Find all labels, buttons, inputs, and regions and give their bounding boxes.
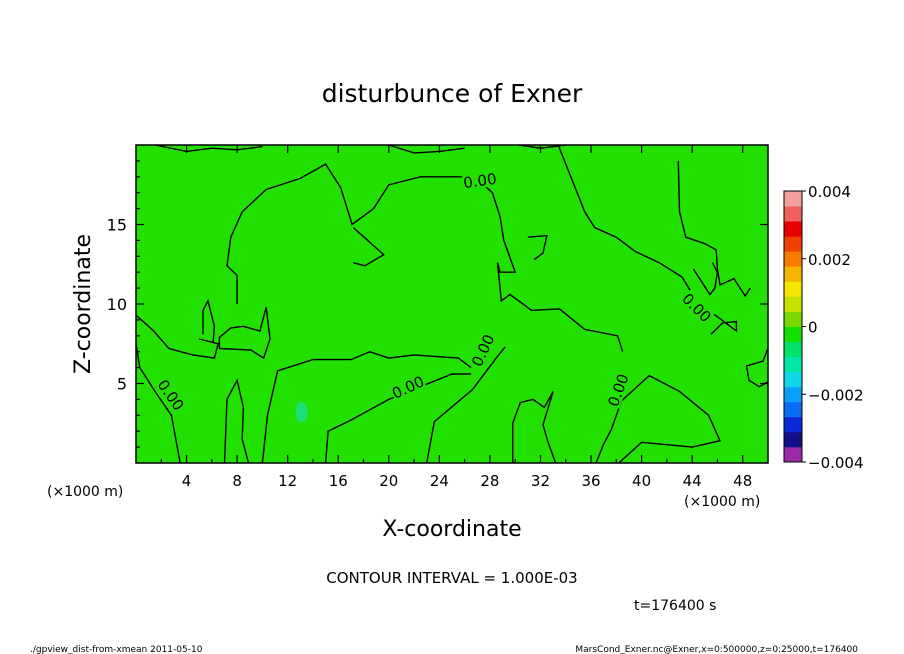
colorbar-swatch [784, 251, 802, 267]
contour-label-bg [603, 370, 631, 409]
y-tick-label: 5 [117, 375, 127, 394]
colorbar-swatch [784, 296, 802, 312]
x-tick-label: 28 [480, 472, 499, 490]
contour-label-bg [679, 288, 716, 325]
tick-layer [136, 145, 768, 463]
colorbar-swatch [784, 371, 802, 388]
contour-label: 0.00 [462, 170, 498, 192]
contour-line [154, 144, 263, 153]
contour-line [677, 160, 751, 298]
colorbar-tick-label: 0.002 [808, 251, 851, 269]
contour-label-bg [388, 371, 427, 402]
footer-left: ./gpview_dist-from-xmean 2011-05-10 [30, 645, 203, 654]
contour-line [135, 343, 181, 464]
shade-layer [295, 402, 308, 423]
y-tick-label: 10 [107, 295, 127, 314]
colorbar-swatch [784, 416, 802, 433]
x-tick-label: 48 [733, 472, 752, 490]
x-axis-label: X-coordinate [382, 517, 521, 542]
contour-line [512, 391, 557, 464]
x-tick-label: 4 [182, 472, 192, 490]
contour-layer [135, 144, 769, 464]
colorbar-swatch [784, 221, 802, 237]
colorbar-swatch [784, 341, 802, 358]
colorbar-swatch [784, 191, 802, 207]
colorbar-tick-label: 0 [808, 319, 818, 337]
plot-background [136, 145, 768, 463]
colorbar-tick-label: −0.002 [808, 386, 864, 404]
contour-label-bg [155, 375, 189, 414]
colorbar-swatch [784, 446, 802, 463]
x-tick-label: 40 [632, 472, 651, 490]
colorbar-swatch [784, 431, 802, 448]
contour-line [527, 234, 548, 261]
time-label: t=176400 s [634, 598, 716, 614]
colorbar: 0.004 0.002 0 −0.002 −0.004 [783, 183, 864, 472]
contour-label-layer: 0.000.00 0.000.000.000.00 [154, 168, 716, 414]
colorbar-swatch [784, 401, 802, 418]
x-tick-label: 12 [278, 472, 297, 490]
x-tick-label: 20 [379, 472, 398, 490]
x-tick-label: 32 [531, 472, 550, 490]
x-tick-label: 44 [683, 472, 702, 490]
contour-line [261, 350, 472, 464]
contour-label-bg [461, 168, 498, 191]
colorbar-swatch [784, 206, 802, 222]
x-tick-label: 16 [329, 472, 348, 490]
contour-line [135, 314, 220, 359]
contour-line [745, 348, 769, 388]
contour-line [557, 144, 738, 335]
contour-line [324, 373, 471, 464]
colorbar-swatch [784, 236, 802, 252]
plot-area: 0.000.00 0.000.000.000.00 [135, 144, 769, 464]
contour-label-bg [466, 330, 497, 369]
contour-interval-text: CONTOUR INTERVAL = 1.000E-03 [326, 569, 577, 587]
x-unit-label: (×1000 m) [684, 494, 760, 510]
colorbar-swatch [784, 266, 802, 282]
colorbar-swatch [784, 386, 802, 403]
contour-line [692, 262, 719, 296]
contour-line [352, 227, 385, 267]
negative-patch [295, 402, 308, 423]
colorbar-tick-label: −0.004 [808, 454, 864, 472]
contour-line [223, 378, 250, 464]
footer-right: MarsCond_Exner.nc@Exner,x=0:500000,z=0:2… [575, 645, 858, 654]
contour-line [388, 144, 465, 154]
chart-title: disturbunce of Exner [322, 79, 583, 108]
colorbar-tick-label: 0.004 [808, 183, 851, 201]
contour-line [426, 346, 506, 464]
contour-line [202, 298, 216, 343]
colorbar-swatch [784, 326, 802, 342]
colorbar-swatch [784, 356, 802, 373]
y-unit-label: (×1000 m) [47, 484, 123, 500]
x-tick-label: 8 [232, 472, 242, 490]
contour-line [218, 307, 271, 360]
y-tick-label: 15 [107, 216, 127, 235]
y-axis-label: Z-coordinate [71, 234, 96, 374]
x-tick-label: 24 [430, 472, 449, 490]
contour-line [226, 163, 624, 352]
colorbar-swatch [784, 281, 802, 297]
contour-line [595, 374, 721, 464]
x-tick-label: 36 [581, 472, 600, 490]
colorbar-swatch [784, 311, 802, 327]
